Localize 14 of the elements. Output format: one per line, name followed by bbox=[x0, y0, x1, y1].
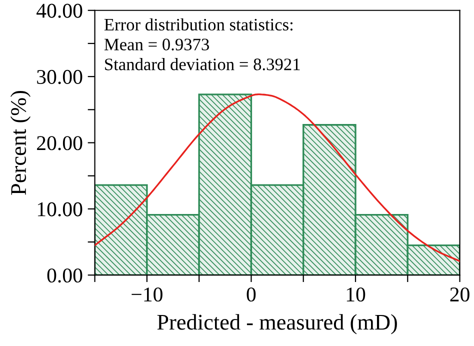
x-tick-label: 20 bbox=[450, 287, 470, 302]
x-tick-label: 10 bbox=[346, 287, 366, 302]
annotation: Error distribution statistics: bbox=[104, 18, 293, 31]
x-tick-label: −10 bbox=[132, 287, 162, 302]
y-tick-label: 30.00 bbox=[37, 70, 82, 84]
y-tick-label: 0.00 bbox=[47, 268, 82, 283]
x-tick-label: 0 bbox=[246, 287, 256, 302]
y-tick-label: 40.00 bbox=[36, 4, 82, 18]
y-tick-label: 10.00 bbox=[38, 202, 82, 216]
y-tick-label: 20.00 bbox=[37, 136, 82, 150]
y-axis-title: Percent (%) bbox=[10, 90, 31, 195]
annotation: Mean = 0.9373 bbox=[104, 38, 209, 50]
annotation: Standard deviation = 8.3921 bbox=[105, 58, 300, 70]
x-axis-title: Predicted - measured (mD) bbox=[157, 314, 397, 334]
